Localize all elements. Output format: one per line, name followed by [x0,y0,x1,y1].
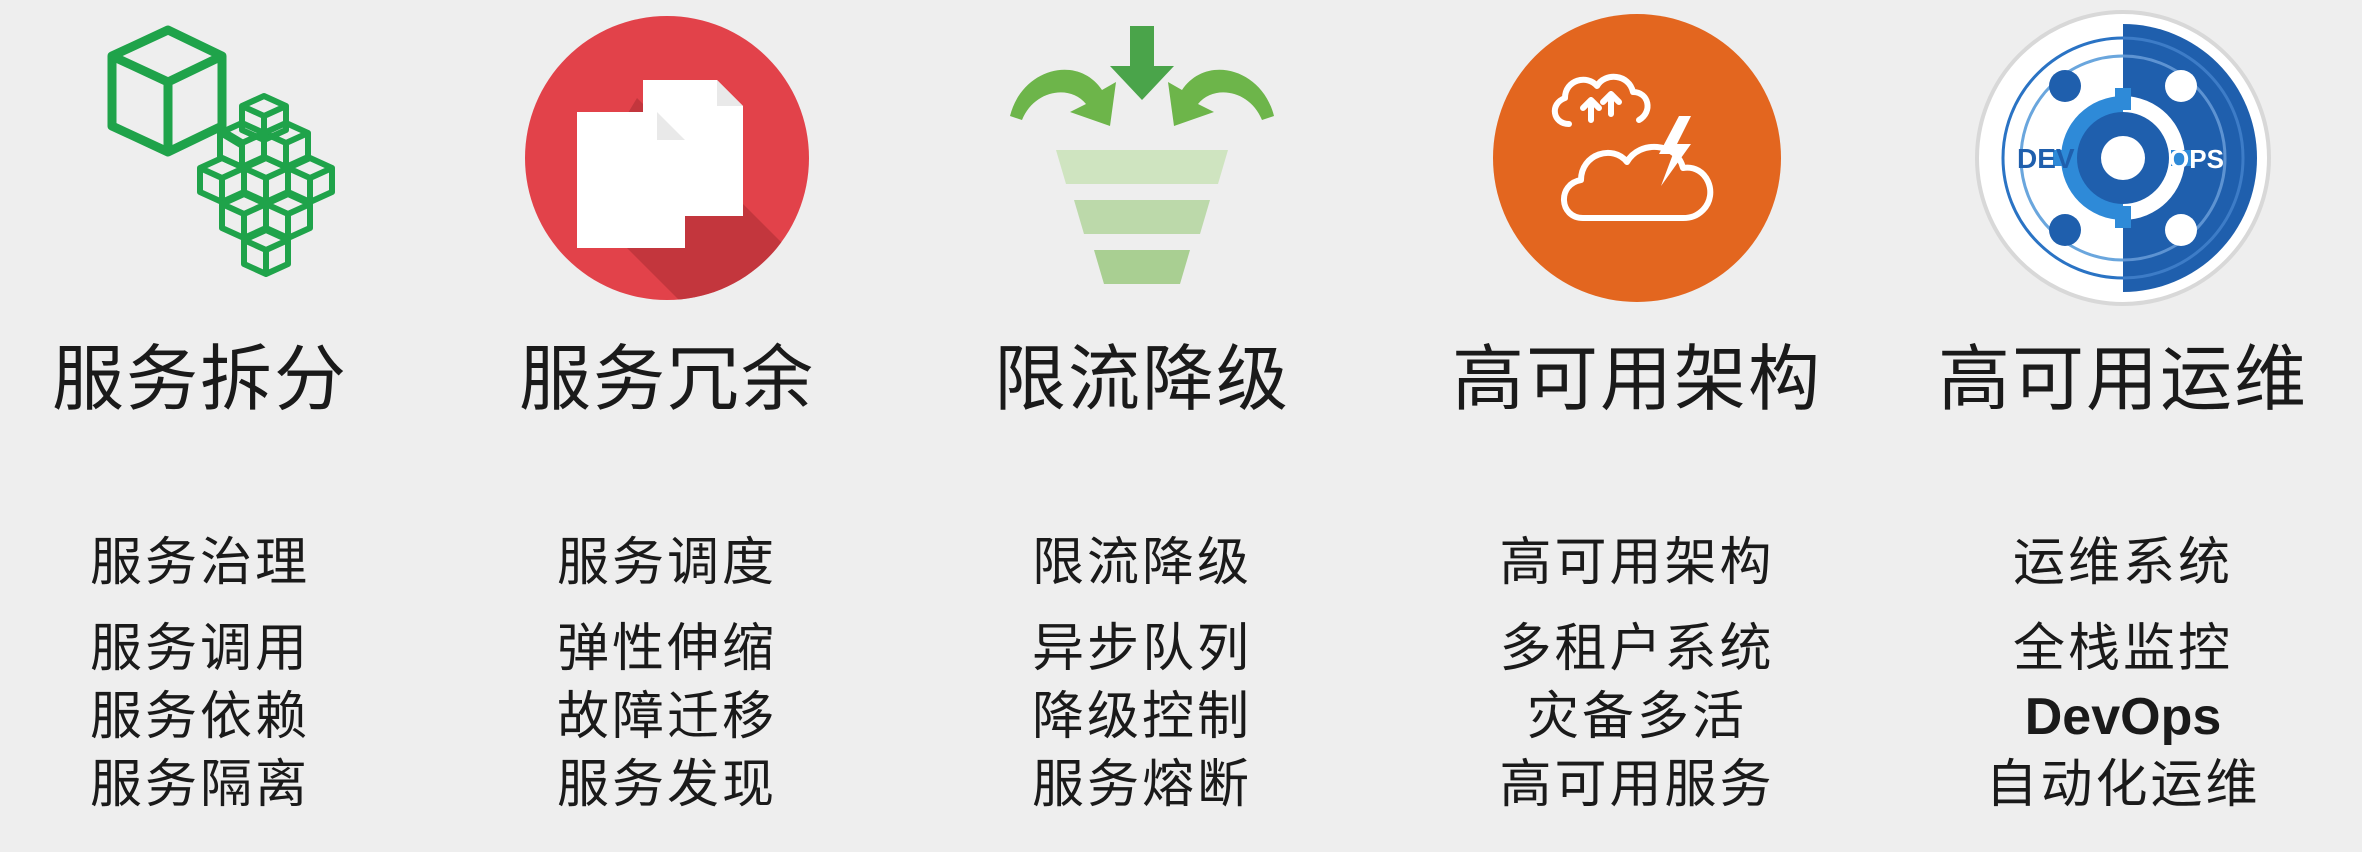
list-item: 高可用服务 [1499,755,1775,815]
subtitle-ha-architecture: 高可用架构 [1499,533,1775,593]
title-rate-limit: 限流降级 [993,337,1290,421]
column-service-split: 服务拆分 服务治理 服务调用 服务依赖 服务隔离 [0,0,430,852]
list-item: 全栈监控 [2012,619,2233,679]
subtitle-ops-system: 运维系统 [2012,533,2233,593]
column-service-redundancy: 服务冗余 服务调度 弹性伸缩 故障迁移 服务发现 [437,0,897,852]
items-ha-architecture: 多租户系统 灾备多活 高可用服务 [1407,615,1867,819]
items-rate-limit: 异步队列 降级控制 服务熔断 [912,615,1372,819]
title-ha-operations: 高可用运维 [1937,337,2308,421]
list-item: 弹性伸缩 [556,619,777,679]
column-ha-architecture: 高可用架构 高可用架构 多租户系统 灾备多活 高可用服务 [1407,0,1867,852]
funnel-icon [992,8,1292,308]
list-item: 服务隔离 [89,755,310,815]
cubes-split-icon [50,8,350,308]
dev-label: DEV [2017,143,2075,174]
column-rate-limit: 限流降级 限流降级 异步队列 降级控制 服务熔断 [912,0,1372,852]
title-service-split: 服务拆分 [51,337,348,421]
list-item: 多租户系统 [1499,619,1775,679]
documents-icon [517,8,817,308]
list-item: 服务调用 [89,619,310,679]
items-service-redundancy: 弹性伸缩 故障迁移 服务发现 [437,615,897,819]
items-service-split: 服务调用 服务依赖 服务隔离 [0,615,430,819]
list-item: 服务熔断 [1031,755,1252,815]
list-item: 灾备多活 [1526,687,1747,747]
title-service-redundancy: 服务冗余 [518,337,815,421]
subtitle-service-governance: 服务治理 [89,533,310,593]
subtitle-service-scheduling: 服务调度 [556,533,777,593]
list-item: 自动化运维 [1985,755,2261,815]
ops-label: OPS [2169,144,2224,174]
list-item: 服务发现 [556,755,777,815]
list-item: 故障迁移 [556,687,777,747]
list-item: 降级控制 [1031,687,1252,747]
devops-icon: DEV OPS [1973,8,2273,308]
column-ha-operations: DEV OPS 高可用运维 运维系统 全栈监控 DevOps 自动化运维 [1893,0,2353,852]
subtitle-rate-limit: 限流降级 [1031,533,1252,593]
list-item: DevOps [2024,688,2222,746]
cloud-lightning-icon [1487,8,1787,308]
title-ha-architecture: 高可用架构 [1451,337,1822,421]
items-ha-operations: 全栈监控 DevOps 自动化运维 [1893,615,2353,819]
list-item: 异步队列 [1031,619,1252,679]
list-item: 服务依赖 [89,687,310,747]
